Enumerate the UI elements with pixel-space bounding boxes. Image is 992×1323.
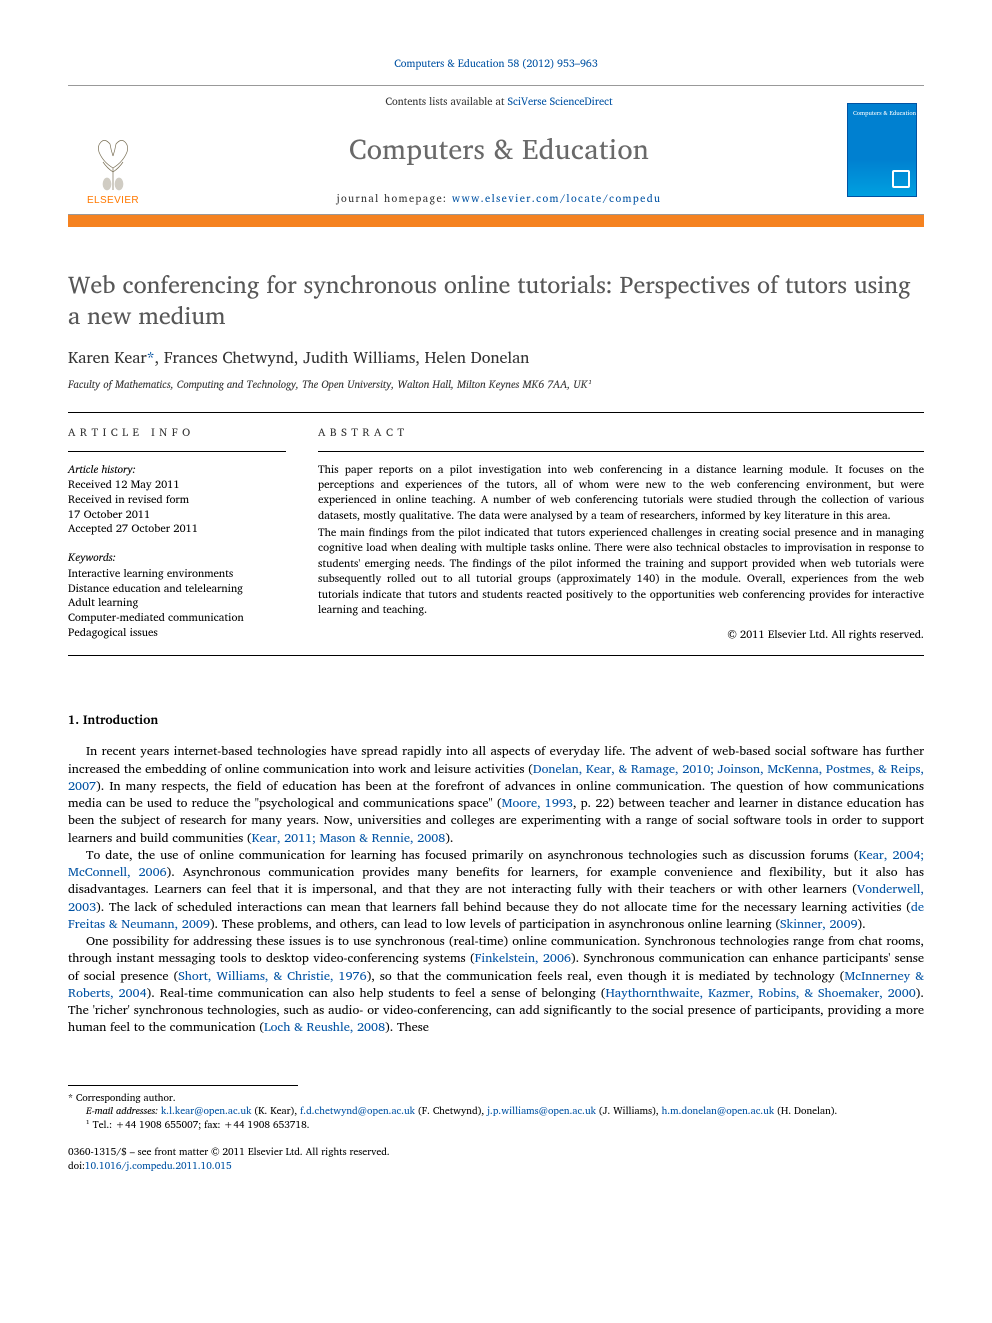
email-link[interactable]: j.p.williams@open.ac.uk <box>487 1103 596 1119</box>
article-info-label: ARTICLE INFO <box>68 413 286 451</box>
author-1: Karen Kear <box>68 345 147 371</box>
abstract-column: ABSTRACT This paper reports on a pilot i… <box>318 413 924 643</box>
homepage-prefix: journal homepage: <box>337 189 452 207</box>
abstract-rule <box>68 655 924 656</box>
email-who: (J. Williams) <box>599 1103 656 1119</box>
sciencedirect-link[interactable]: SciVerse ScienceDirect <box>507 92 612 110</box>
journal-title: Computers & Education <box>349 130 649 169</box>
doi-prefix: doi: <box>68 1158 85 1174</box>
publisher-name: ELSEVIER <box>87 194 139 208</box>
doi-link[interactable]: 10.1016/j.compedu.2011.10.015 <box>85 1158 232 1174</box>
cover-thumb-title: Computers & Education <box>853 110 916 117</box>
body-para-3: One possibility for addressing these iss… <box>68 933 924 1037</box>
elsevier-tree-icon <box>85 132 141 192</box>
publisher-block: ELSEVIER <box>68 86 158 214</box>
cover-thumb-container: Computers & Education <box>840 86 924 214</box>
journal-masthead: ELSEVIER Contents lists available at Sci… <box>68 85 924 215</box>
email-who: (H. Donelan). <box>777 1103 837 1119</box>
body-para-1: In recent years internet-based technolog… <box>68 743 924 847</box>
affiliation-line: Faculty of Mathematics, Computing and Te… <box>68 377 924 392</box>
doi-line: doi:10.1016/j.compedu.2011.10.015 <box>68 1160 924 1174</box>
journal-cover-thumbnail: Computers & Education <box>847 103 917 197</box>
citation-line: Computers & Education 58 (2012) 953–963 <box>68 56 924 71</box>
article-info-column: ARTICLE INFO Article history: Received 1… <box>68 413 286 643</box>
journal-homepage-link[interactable]: www.elsevier.com/locate/compedu <box>452 189 662 207</box>
section-heading-intro: 1. Introduction <box>68 712 924 730</box>
keyword-item: Pedagogical issues <box>68 625 286 640</box>
body-para-2: To date, the use of online communication… <box>68 847 924 933</box>
author-list: Karen Kear*, Frances Chetwynd, Judith Wi… <box>68 347 924 369</box>
author-3: Judith Williams <box>303 345 415 371</box>
backmatter-block: 0360-1315/$ – see front matter © 2011 El… <box>68 1146 924 1173</box>
contents-available-line: Contents lists available at SciVerse Sci… <box>385 94 612 109</box>
email-link[interactable]: f.d.chetwynd@open.ac.uk <box>300 1103 415 1119</box>
corresponding-star-icon: * <box>147 345 155 371</box>
email-who: (F. Chetwynd) <box>418 1103 481 1119</box>
body-text: ). These <box>385 1017 429 1037</box>
author-2: Frances Chetwynd <box>164 345 294 371</box>
history-item: Accepted 27 October 2011 <box>68 521 286 536</box>
abstract-para-1: This paper reports on a pilot investigat… <box>318 462 924 524</box>
author-4: Helen Donelan <box>425 345 530 371</box>
abstract-para-2: The main findings from the pilot indicat… <box>318 525 924 617</box>
tel-fax-line: ¹ Tel.: +44 1908 655007; fax: +44 1908 6… <box>68 1119 924 1133</box>
abstract-copyright: © 2011 Elsevier Ltd. All rights reserved… <box>318 627 924 642</box>
contents-prefix: Contents lists available at <box>385 92 507 110</box>
journal-homepage-line: journal homepage: www.elsevier.com/locat… <box>337 191 662 206</box>
reference-link[interactable]: Loch & Reushle, 2008 <box>264 1017 385 1037</box>
cover-thumb-badge-icon <box>892 170 910 188</box>
abstract-text: This paper reports on a pilot investigat… <box>318 462 924 618</box>
body-text: ). Asynchronous communication provides m… <box>68 862 924 899</box>
abstract-label: ABSTRACT <box>318 413 924 451</box>
orange-divider-bar <box>68 215 924 227</box>
email-link[interactable]: h.m.donelan@open.ac.uk <box>662 1103 775 1119</box>
article-title: Web conferencing for synchronous online … <box>68 269 924 331</box>
